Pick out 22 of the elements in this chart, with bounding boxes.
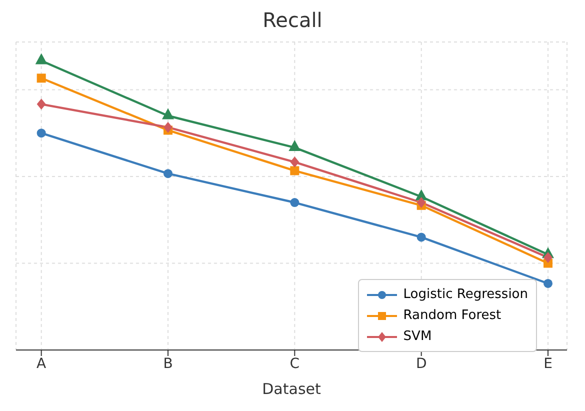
point xyxy=(164,122,172,133)
point xyxy=(290,198,300,208)
x-tick-label: E xyxy=(544,356,552,372)
point xyxy=(36,98,46,110)
x-tick-label: A xyxy=(36,356,47,372)
point xyxy=(164,169,172,178)
point xyxy=(36,74,46,83)
point xyxy=(416,197,426,208)
legend-label: SVM xyxy=(403,329,432,344)
legend-label: Random Forest xyxy=(403,308,502,323)
point xyxy=(36,128,46,138)
point xyxy=(544,278,552,288)
chart-title: Recall xyxy=(262,8,324,34)
x-tick-label: B xyxy=(163,356,173,372)
point xyxy=(544,252,552,263)
x-tick-label: D xyxy=(416,356,427,372)
legend-label: Logistic Regression xyxy=(403,287,528,302)
point xyxy=(416,232,426,242)
point xyxy=(290,166,300,176)
point xyxy=(290,156,300,168)
x-tick-label: C xyxy=(290,356,300,372)
x-axis-title: Dataset xyxy=(262,380,321,398)
